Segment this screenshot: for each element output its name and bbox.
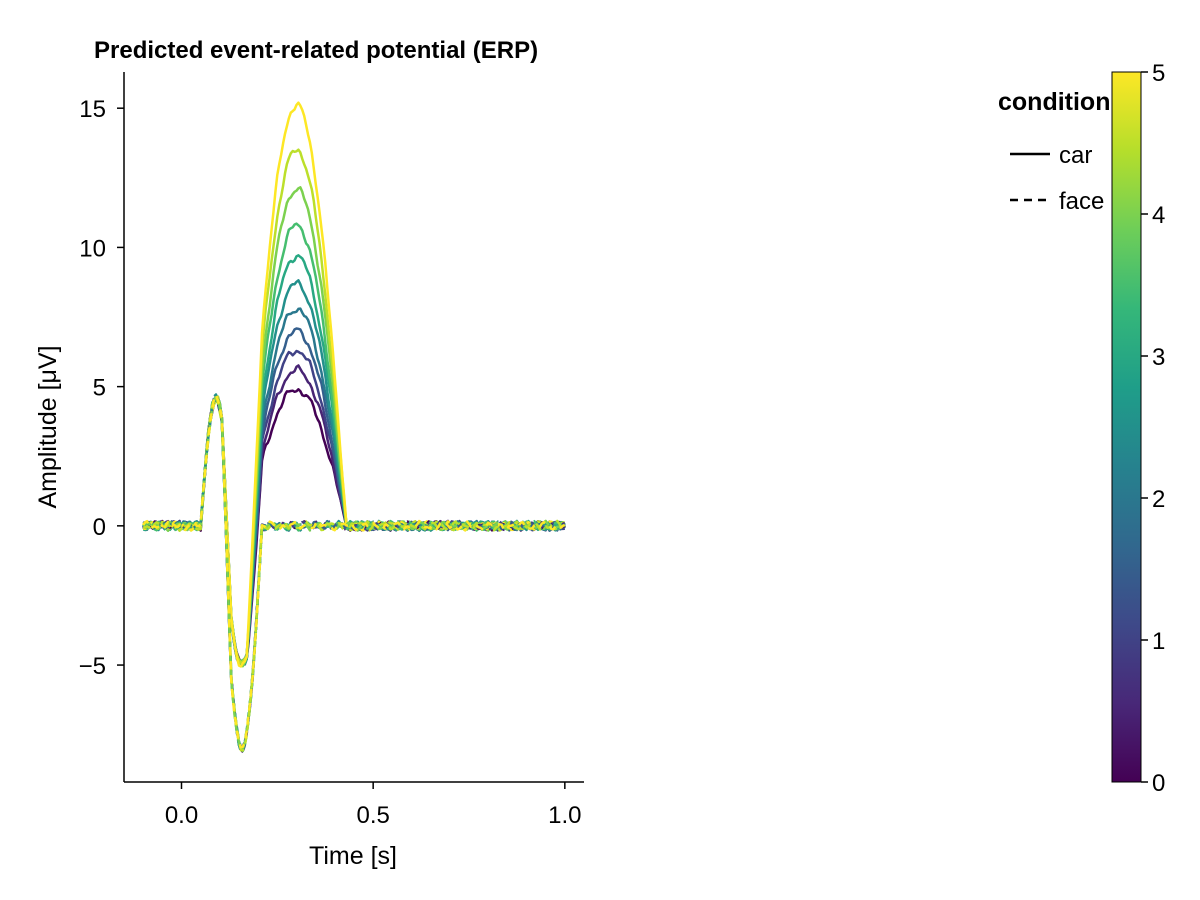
legend: condition car face — [998, 88, 1110, 215]
face-series-line — [142, 394, 566, 752]
x-tick-label: 1.0 — [548, 802, 581, 829]
legend-label-car: car — [1059, 142, 1092, 169]
x-axis-label: Time [s] — [309, 842, 397, 870]
face-series-line — [142, 393, 566, 749]
x-tick-label: 0.5 — [356, 802, 389, 829]
y-axis-label: Amplitude [μV] — [34, 345, 62, 508]
y-tick-label: 5 — [93, 375, 106, 402]
car-series-line — [142, 327, 566, 665]
y-tick-label: 10 — [79, 235, 106, 262]
colorbar-tick-label: 0 — [1152, 770, 1165, 797]
x-axis-ticks: 0.0 0.5 1.0 — [165, 782, 582, 829]
y-axis-ticks: −5 0 5 10 15 — [79, 96, 124, 680]
y-tick-label: 15 — [79, 96, 106, 123]
series-lines — [142, 101, 566, 754]
chart-title: Predicted event-related potential (ERP) — [94, 37, 538, 64]
colorbar-gradient — [1111, 71, 1142, 783]
car-series-line — [142, 364, 566, 666]
colorbar-tick-label: 4 — [1152, 202, 1165, 229]
y-tick-label: −5 — [79, 653, 106, 680]
colorbar: 0 1 2 3 4 5 — [1111, 60, 1165, 797]
x-tick-label: 0.0 — [165, 802, 198, 829]
colorbar-tick-label: 1 — [1152, 628, 1165, 655]
car-series-line — [143, 349, 566, 666]
y-tick-label: 0 — [93, 514, 106, 541]
colorbar-tick-label: 2 — [1152, 486, 1165, 513]
face-series-line — [143, 397, 566, 754]
plot-area: 0.0 0.5 1.0 −5 0 5 10 15 — [79, 72, 584, 829]
car-series-line — [142, 101, 566, 668]
legend-title: condition — [998, 88, 1110, 116]
car-series-line — [142, 186, 566, 668]
car-series-line — [142, 307, 566, 667]
colorbar-tick-label: 5 — [1152, 60, 1165, 87]
colorbar-ticks: 0 1 2 3 4 5 — [1141, 60, 1165, 797]
legend-label-face: face — [1059, 188, 1104, 215]
car-series-line — [142, 148, 565, 664]
colorbar-tick-label: 3 — [1152, 344, 1165, 371]
